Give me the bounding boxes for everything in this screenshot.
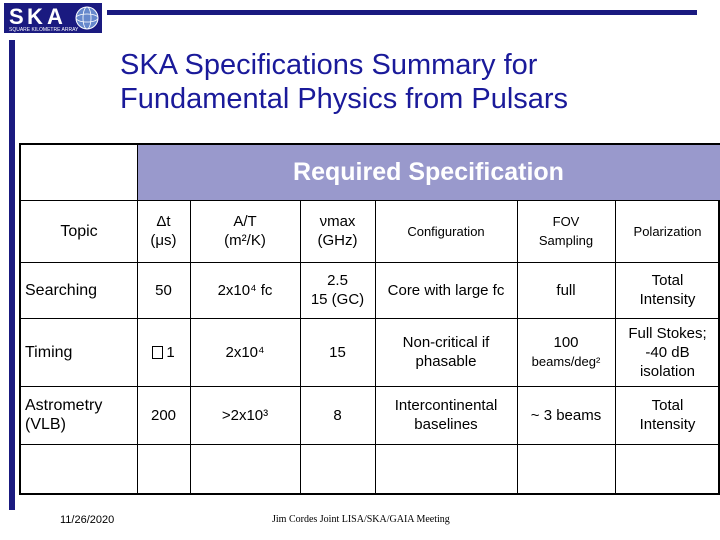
- col-header-topic: Topic: [60, 222, 98, 240]
- row-fov: 100 beams/deg²: [531, 334, 601, 369]
- col-header-fov: FOV Sampling: [538, 214, 594, 248]
- row-dt: 200: [150, 406, 177, 424]
- slide-title: SKA Specifications Summary for Fundament…: [120, 48, 680, 116]
- row-dt: 50: [155, 281, 172, 299]
- row-fov: ~ 3 beams: [530, 406, 602, 424]
- spec-table: [19, 143, 720, 495]
- col-header-pol: Polarization: [633, 223, 702, 239]
- row-divider: [21, 386, 718, 387]
- svg-text:A: A: [47, 4, 63, 29]
- row-divider: [21, 318, 718, 319]
- row-config: Intercontinental baselines: [394, 397, 498, 433]
- title-line-1: SKA Specifications Summary for: [120, 49, 538, 81]
- row-pol: Full Stokes; -40 dB isolation: [628, 324, 707, 380]
- col-header-config: Configuration: [407, 223, 485, 239]
- footer-credit: Jim Cordes Joint LISA/SKA/GAIA Meeting: [272, 514, 450, 525]
- col-divider: [517, 200, 518, 493]
- svg-text:S: S: [9, 4, 24, 29]
- row-dt: 1: [137, 318, 190, 386]
- approx-symbol-box: [152, 345, 164, 359]
- row-divider: [21, 444, 718, 445]
- col-header-at: A/T (m²/K): [224, 213, 266, 249]
- col-divider: [300, 200, 301, 493]
- row-config: Non-critical if phasable: [402, 334, 490, 370]
- logo-subtitle: SQUARE KILOMETRE ARRAY: [9, 27, 79, 33]
- row-config: Core with large fc: [387, 281, 505, 299]
- title-line-2: Fundamental Physics from Pulsars: [120, 83, 569, 115]
- top-rule: [107, 10, 697, 15]
- row-topic: Timing: [25, 343, 73, 361]
- row-nu: 15: [329, 343, 346, 361]
- row-nu: 2.5 15 (GC): [310, 272, 365, 308]
- row-at: >2x10³: [221, 406, 269, 424]
- row-fov: full: [556, 281, 576, 299]
- col-divider: [375, 200, 376, 493]
- col-divider: [615, 200, 616, 493]
- row-at: 2x10⁴: [225, 343, 265, 361]
- row-pol: Total Intensity: [639, 397, 696, 433]
- svg-text:K: K: [27, 4, 43, 29]
- row-at: 2x10⁴ fc: [217, 281, 273, 299]
- row-nu: 8: [333, 406, 342, 424]
- row-topic: Astrometry (VLB): [25, 397, 103, 433]
- col-header-dt: Δt (μs): [150, 213, 177, 249]
- col-divider: [137, 145, 138, 493]
- row-pol: Total Intensity: [639, 272, 696, 308]
- row-divider: [21, 262, 718, 263]
- required-spec-header: Required Specification: [137, 145, 720, 200]
- side-rule: [9, 40, 15, 510]
- footer-date: 11/26/2020: [60, 514, 115, 526]
- col-divider: [190, 200, 191, 493]
- ska-logo: S K A SQUARE KILOMETRE ARRAY: [3, 2, 103, 34]
- col-header-nu: νmax (GHz): [317, 213, 358, 249]
- row-divider: [21, 200, 718, 201]
- row-topic: Searching: [25, 281, 98, 299]
